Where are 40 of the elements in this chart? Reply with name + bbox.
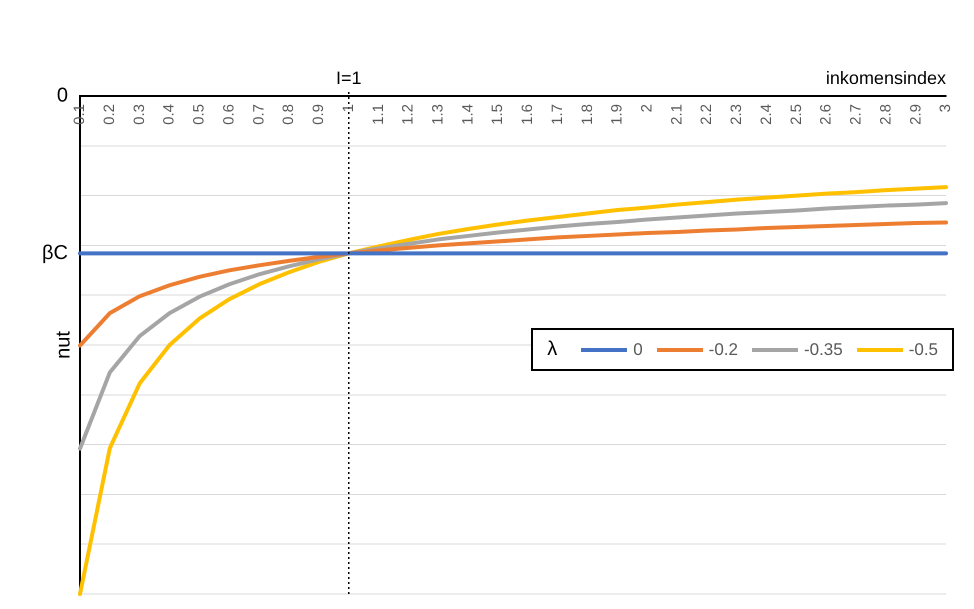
x-tick-label: 2.1 bbox=[668, 104, 686, 125]
x-tick-label: 0.3 bbox=[130, 104, 148, 125]
ref-line-label: I=1 bbox=[336, 68, 362, 88]
x-tick-label: 1.9 bbox=[608, 104, 626, 125]
x-tick-label: 2 bbox=[638, 104, 656, 112]
x-tick-label: 0.7 bbox=[250, 104, 268, 125]
legend-label: -0.2 bbox=[708, 340, 738, 360]
x-tick-label: 1.7 bbox=[548, 104, 566, 125]
x-tick-label: 2.6 bbox=[818, 104, 835, 125]
text: βC bbox=[42, 242, 68, 264]
x-tick-label: 0.9 bbox=[310, 104, 328, 125]
x-tick-label: 2.7 bbox=[848, 104, 865, 125]
x-tick-label: 0.8 bbox=[280, 104, 298, 125]
x-tick-label: 1.6 bbox=[519, 104, 536, 125]
x-tick-label: 2.8 bbox=[877, 104, 894, 125]
x-tick-label: 2.3 bbox=[728, 104, 746, 125]
x-tick-label: 1.8 bbox=[578, 104, 596, 125]
text: 0 bbox=[56, 84, 68, 107]
legend-label: -0.5 bbox=[908, 340, 938, 360]
x-tick-label: 1.4 bbox=[459, 104, 476, 125]
x-tick-label: 1.1 bbox=[370, 104, 387, 125]
x-axis-title: inkomensindex bbox=[826, 68, 946, 88]
x-tick-label: 2.9 bbox=[907, 104, 924, 125]
x-tick-label: 0.2 bbox=[101, 104, 118, 125]
x-tick-label: 2.4 bbox=[758, 104, 775, 125]
x-tick-label: 0.6 bbox=[220, 104, 238, 125]
x-tick-label: 1 bbox=[340, 104, 357, 112]
x-tick-label: 1.2 bbox=[400, 104, 417, 125]
y-axis-title: nut bbox=[52, 330, 75, 359]
x-tick-label: 1.5 bbox=[489, 104, 506, 125]
x-tick-label: 2.5 bbox=[788, 104, 805, 125]
legend-title: λ bbox=[547, 338, 558, 361]
x-tick-label: 3 bbox=[937, 104, 954, 112]
x-tick-label: 2.2 bbox=[698, 104, 716, 125]
x-tick-label: 0.5 bbox=[190, 104, 208, 125]
x-tick-label: 0.1 bbox=[71, 104, 88, 125]
legend-label: -0.35 bbox=[804, 340, 843, 360]
legend-label: 0 bbox=[633, 340, 643, 360]
x-tick-label: 0.4 bbox=[160, 104, 178, 125]
x-tick-label: 1.3 bbox=[429, 104, 446, 125]
